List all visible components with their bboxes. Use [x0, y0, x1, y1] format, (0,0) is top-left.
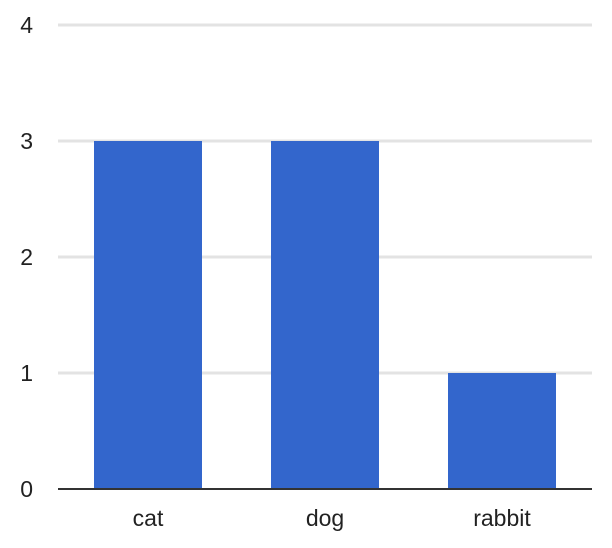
y-tick-label: 3 — [20, 128, 33, 154]
x-category-label: rabbit — [473, 505, 531, 531]
bar-cat — [94, 141, 202, 489]
bar-dog — [271, 141, 379, 489]
bar-rabbit — [448, 373, 556, 489]
y-tick-label: 4 — [20, 12, 33, 38]
x-category-label: dog — [306, 505, 344, 531]
y-tick-label: 2 — [20, 244, 33, 270]
y-axis-ticks: 0 1 2 3 4 — [20, 12, 33, 502]
bars — [94, 141, 556, 489]
x-axis-labels: cat dog rabbit — [133, 505, 532, 531]
y-tick-label: 1 — [20, 360, 33, 386]
x-category-label: cat — [133, 505, 164, 531]
y-tick-label: 0 — [20, 476, 33, 502]
